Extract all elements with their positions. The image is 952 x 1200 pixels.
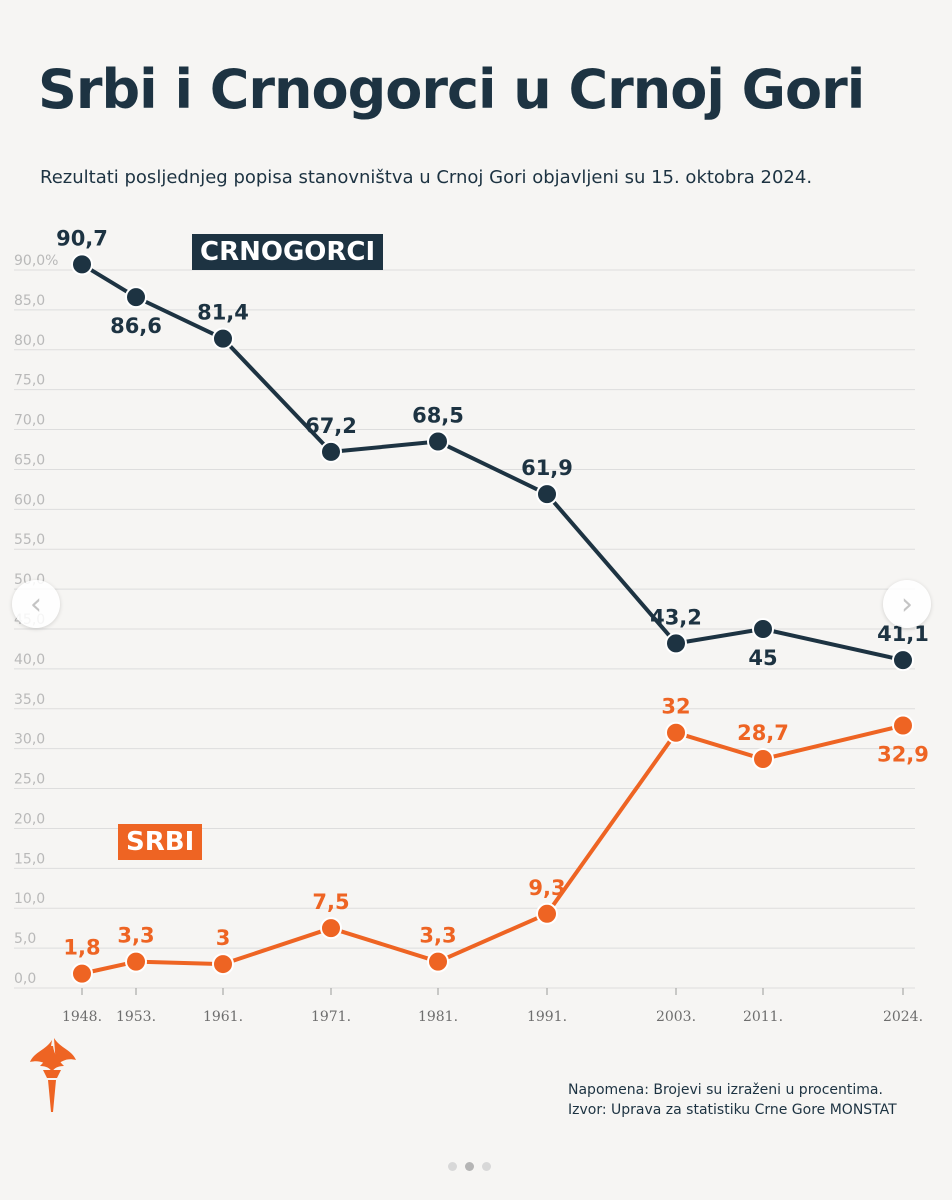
data-label: 1,8: [63, 936, 100, 960]
footer-source: Izvor: Uprava za statistiku Crne Gore MO…: [568, 1102, 897, 1118]
page-subtitle: Rezultati posljednjeg popisa stanovništv…: [40, 167, 813, 188]
data-label: 68,5: [412, 404, 464, 428]
data-point: [536, 483, 558, 506]
x-tick-label: 1971.: [311, 1009, 351, 1025]
x-axis-ticks: 1948. 1953. 1961. 1971. 1981. 1991. 2003. 2011.…: [62, 988, 923, 1025]
x-tick-label: 1948.: [62, 1009, 102, 1025]
page-title: Srbi i Crnogorci u Crnoj Gori: [38, 58, 865, 121]
data-label: 43,2: [650, 605, 702, 629]
data-point: [427, 950, 449, 973]
y-tick-label: 40,0: [14, 652, 45, 668]
data-point: [125, 950, 147, 973]
y-tick-label: 0,0: [14, 971, 36, 987]
data-point: [892, 714, 914, 737]
data-point: [665, 721, 687, 744]
data-point: [212, 953, 234, 976]
data-point: [427, 430, 449, 453]
y-tick-label: 5,0: [14, 931, 36, 947]
data-label: 28,7: [737, 721, 789, 745]
chevron-right-icon: ›: [901, 586, 913, 622]
y-tick-label: 55,0: [14, 532, 45, 548]
y-tick-label: 25,0: [14, 772, 45, 788]
data-label: 61,9: [521, 456, 573, 480]
data-label: 90,7: [56, 226, 108, 250]
data-point: [125, 286, 147, 309]
x-tick-label: 1991.: [527, 1009, 567, 1025]
data-label: 45: [748, 646, 777, 670]
y-tick-label: 70,0: [14, 413, 45, 429]
footer-note: Napomena: Brojevi su izraženi u procenti…: [568, 1082, 883, 1098]
y-tick-label: 75,0: [14, 373, 45, 389]
next-slide-button[interactable]: ›: [883, 580, 931, 628]
y-tick-label: 10,0: [14, 891, 45, 907]
y-tick-label: 30,0: [14, 732, 45, 748]
carousel-dot-active[interactable]: [465, 1162, 474, 1171]
carousel-dot[interactable]: [448, 1162, 457, 1171]
data-point: [752, 748, 774, 771]
series-badge-crnogorci: CRNOGORCI: [192, 234, 384, 270]
x-tick-label: 2003.: [656, 1009, 696, 1025]
data-label: 3,3: [419, 924, 456, 948]
series-line-srbi: [81, 723, 904, 976]
data-point: [320, 917, 342, 940]
y-tick-label: 60,0: [14, 492, 45, 508]
grid-lines: [14, 269, 915, 989]
y-tick-label: 20,0: [14, 811, 45, 827]
data-point: [536, 902, 558, 925]
data-label: 81,4: [197, 301, 249, 325]
y-tick-label: 35,0: [14, 692, 45, 708]
x-tick-label: 2011.: [743, 1009, 783, 1025]
data-label: 7,5: [312, 890, 349, 914]
torch-logo-icon: [30, 1038, 76, 1112]
previous-slide-button[interactable]: ‹: [12, 580, 60, 628]
data-label: 86,6: [110, 314, 162, 338]
x-tick-label: 1953.: [116, 1009, 156, 1025]
data-point: [71, 253, 93, 276]
x-tick-label: 1961.: [203, 1009, 243, 1025]
data-label: 3: [216, 926, 231, 950]
x-tick-label: 2024.: [883, 1009, 923, 1025]
data-label: 67,2: [305, 414, 357, 438]
y-tick-label: 15,0: [14, 851, 45, 867]
data-point: [212, 327, 234, 350]
data-label: 3,3: [117, 924, 154, 948]
carousel-dot[interactable]: [482, 1162, 491, 1171]
footer-notes: Napomena: Brojevi su izraženi u procenti…: [568, 1080, 897, 1120]
chevron-left-icon: ‹: [30, 586, 42, 622]
data-point: [892, 649, 914, 672]
y-tick-label: 90,0%: [14, 253, 58, 269]
y-tick-label: 65,0: [14, 452, 45, 468]
data-point: [320, 440, 342, 463]
line-chart: 0,05,010,015,020,025,030,035,040,045,050…: [14, 226, 929, 1025]
data-label: 32,9: [877, 743, 929, 767]
data-label: 32: [661, 695, 690, 719]
data-label: 9,3: [528, 876, 565, 900]
data-point: [665, 632, 687, 655]
data-point: [71, 962, 93, 985]
x-tick-label: 1981.: [418, 1009, 458, 1025]
carousel-dots: [448, 1162, 491, 1171]
series-badge-srbi: SRBI: [118, 824, 203, 860]
y-tick-label: 80,0: [14, 333, 45, 349]
data-point: [752, 618, 774, 640]
y-tick-label: 85,0: [14, 293, 45, 309]
